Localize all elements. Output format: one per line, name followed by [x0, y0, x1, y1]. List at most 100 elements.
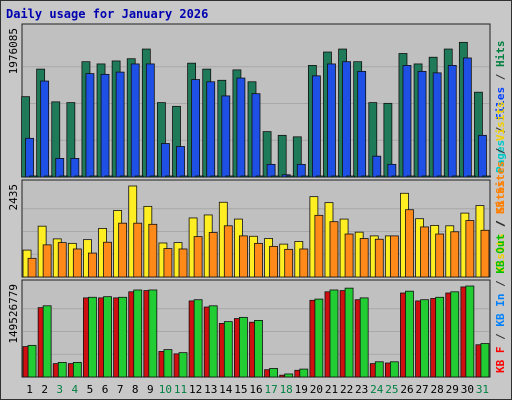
bar-kb-out-day-1: [27, 344, 37, 378]
bar-pages-day-24: [376, 175, 386, 178]
bar-files-day-14: [221, 95, 231, 178]
bar-sites-day-31: [480, 229, 490, 278]
bar-kb-out-day-7: [118, 296, 128, 378]
legend-entry: KB F: [494, 347, 507, 374]
bar-pages-day-6: [104, 175, 114, 178]
bar-pages-day-8: [134, 175, 144, 178]
legend-entry: Sites: [494, 180, 507, 220]
bar-files-day-19: [296, 163, 306, 178]
bar-sites-day-7: [118, 222, 128, 278]
legend-entry: Files: [494, 87, 507, 127]
x-tick-label-day-13: 13: [204, 383, 217, 396]
bar-files-day-20: [311, 75, 321, 178]
panel-kbytes: 149526779 KB F / KB In / KB Out / KB Site…: [7, 101, 507, 378]
bar-kb-out-day-5: [88, 296, 97, 378]
series-files: [25, 57, 487, 178]
series-pages: [29, 175, 491, 178]
bar-sites-day-25: [389, 235, 399, 278]
x-tick-label-day-16: 16: [249, 383, 262, 396]
x-tick-label-day-31: 31: [476, 383, 489, 396]
x-tick-label-day-8: 8: [132, 383, 139, 396]
bar-sites-day-11: [178, 248, 188, 278]
bar-hits-day-18: [277, 134, 287, 178]
bar-kb-out-day-17: [269, 368, 278, 378]
bar-files-day-2: [40, 80, 50, 178]
bar-pages-day-5: [89, 175, 99, 178]
bar-files-day-6: [100, 73, 110, 178]
bar-sites-day-19: [299, 248, 309, 278]
series-kb-out: [27, 285, 490, 378]
bar-kb-out-day-3: [57, 361, 67, 378]
bar-files-day-7: [115, 71, 125, 178]
x-tick-label-day-28: 28: [431, 383, 444, 396]
bar-pages-day-11: [180, 175, 189, 178]
bar-pages-day-7: [119, 175, 129, 178]
x-tick-label-day-4: 4: [72, 383, 79, 396]
bar-pages-day-12: [195, 175, 205, 178]
bar-kb-out-day-18: [284, 373, 294, 378]
bar-pages-day-30: [466, 175, 476, 178]
bar-sites-day-6: [103, 241, 112, 278]
bar-pages-day-17: [270, 175, 280, 178]
bar-files-day-5: [85, 73, 95, 178]
x-tick-label-day-14: 14: [219, 383, 233, 396]
bar-kb-out-day-24: [374, 361, 384, 378]
bar-files-day-9: [145, 63, 155, 178]
bar-sites-day-5: [88, 252, 97, 278]
bar-pages-day-25: [391, 175, 401, 178]
bar-pages-day-26: [406, 175, 416, 178]
legend-kbytes: KB F / KB In / KB Out / KB Sites / Visit…: [494, 101, 507, 373]
bar-files-day-8: [130, 63, 140, 178]
bar-kb-out-day-15: [239, 316, 248, 378]
bar-pages-day-20: [315, 175, 325, 178]
bar-kb-out-day-2: [42, 305, 52, 378]
x-tick-label-day-20: 20: [310, 383, 323, 396]
bar-files-day-11: [176, 146, 185, 178]
bar-files-day-15: [236, 77, 246, 178]
bar-sites-day-3: [57, 242, 67, 278]
panel-visits-sites: 2435 Visits / Sites: [7, 179, 507, 278]
bar-kb-out-day-12: [193, 299, 203, 378]
bar-files-day-24: [372, 155, 382, 178]
bar-files-day-31: [478, 134, 487, 178]
legend-entry: /: [494, 220, 507, 234]
x-tick-label-day-6: 6: [102, 383, 109, 396]
bar-files-day-30: [462, 57, 472, 178]
bar-pages-day-31: [482, 175, 491, 178]
bar-kb-out-day-10: [163, 349, 173, 378]
x-tick-label-day-9: 9: [147, 383, 154, 396]
bar-files-day-4: [70, 158, 80, 178]
bar-kb-out-day-14: [223, 321, 233, 378]
bar-kb-out-day-22: [344, 287, 354, 378]
bar-sites-day-14: [223, 225, 233, 278]
bar-sites-day-13: [208, 232, 218, 278]
x-tick-label-day-3: 3: [56, 383, 63, 396]
bar-sites-day-18: [284, 248, 294, 278]
bar-sites-day-4: [72, 248, 82, 278]
bar-pages-day-15: [240, 175, 250, 178]
bar-kb-out-day-20: [314, 298, 324, 378]
bar-pages-day-10: [165, 175, 174, 178]
bar-pages-day-1: [29, 175, 38, 178]
bar-pages-day-18: [285, 175, 295, 178]
bar-files-day-3: [55, 158, 65, 178]
bar-sites-day-26: [405, 209, 414, 278]
bar-kb-out-day-9: [148, 289, 158, 378]
x-tick-label-day-7: 7: [117, 383, 124, 396]
panels: 1976085 Pages / Files / Hits 2435 Visits / …: [7, 23, 507, 378]
legend-entry: /: [494, 220, 507, 234]
bar-kb-out-day-31: [480, 343, 490, 378]
bar-kb-out-day-26: [405, 290, 414, 378]
bar-kb-out-day-28: [435, 296, 445, 378]
bar-files-day-17: [266, 163, 276, 178]
bar-files-day-26: [402, 65, 412, 178]
legend-entry: KB Sites: [494, 161, 507, 221]
bar-sites-day-27: [420, 226, 429, 278]
bar-sites-day-15: [239, 235, 248, 278]
legend-entry: /: [494, 126, 507, 140]
legend-visits-sites: Visits / Sites: [494, 180, 507, 273]
bar-sites-day-2: [42, 244, 52, 278]
bar-files-day-12: [191, 79, 201, 178]
x-axis-labels: 1 2 3 4 5 6 7 8 9 10 11 12 13 14 15 16 17 18 19 20 21 22 23 24 2…: [26, 383, 489, 396]
x-tick-label-day-1: 1: [26, 383, 33, 396]
